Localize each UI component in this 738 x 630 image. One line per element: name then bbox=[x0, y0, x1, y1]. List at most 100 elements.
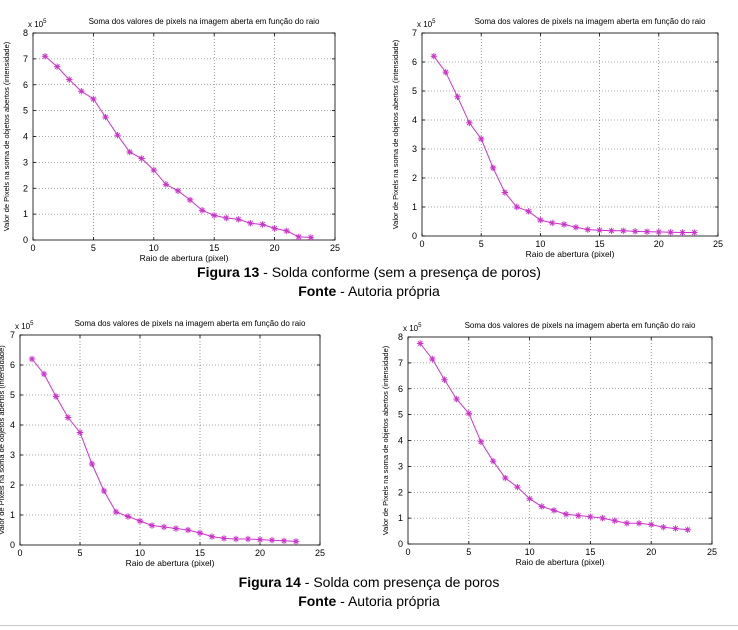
data-point-marker bbox=[611, 517, 618, 524]
data-point-marker bbox=[655, 228, 662, 236]
data-point-marker bbox=[136, 517, 144, 525]
y-tick-label: 4 bbox=[398, 436, 403, 446]
y-tick-label: 3 bbox=[412, 144, 417, 154]
x-tick-label: 10 bbox=[135, 548, 145, 558]
data-point-marker bbox=[550, 507, 558, 514]
y-multiplier-base: x 10 bbox=[417, 20, 433, 29]
y-tick-label: 7 bbox=[412, 28, 417, 38]
data-point-marker bbox=[466, 119, 473, 127]
data-point-marker bbox=[280, 537, 288, 544]
y-tick-label: 4 bbox=[10, 420, 15, 430]
figure-14-text: - Solda com presença de poros bbox=[300, 574, 500, 590]
y-tick-label: 4 bbox=[412, 115, 417, 125]
data-point-marker bbox=[478, 135, 485, 143]
data-point-marker bbox=[596, 227, 603, 234]
data-point-marker bbox=[247, 219, 254, 227]
y-multiplier-exponent: 5 bbox=[30, 321, 34, 327]
plot-frame bbox=[19, 334, 321, 546]
data-point-marker bbox=[186, 196, 194, 204]
chart-title: Soma dos valores de pixels na imagem abe… bbox=[465, 321, 696, 330]
data-point-marker bbox=[124, 513, 132, 520]
data-point-marker bbox=[430, 53, 438, 60]
plot-frame bbox=[421, 32, 719, 237]
y-multiplier-base: x 10 bbox=[28, 20, 44, 29]
data-point-marker bbox=[307, 234, 315, 241]
data-point-marker bbox=[174, 187, 182, 195]
chart-fig14-left: 0 5 10 15 20 25 0 1 2 3 4 5 6 7 x 105 Soma dos valores … bbox=[0, 318, 345, 573]
y-tick-label: 2 bbox=[398, 487, 403, 497]
y-multiplier-exponent: 5 bbox=[432, 19, 436, 25]
data-point-marker bbox=[584, 226, 591, 233]
data-point-marker bbox=[684, 526, 691, 533]
data-point-marker bbox=[679, 229, 686, 236]
y-tick-label: 3 bbox=[23, 157, 28, 167]
data-point-marker bbox=[88, 460, 96, 468]
data-point-marker bbox=[232, 535, 240, 543]
y-multiplier-base: x 10 bbox=[15, 322, 31, 331]
x-tick-label: 15 bbox=[195, 548, 205, 558]
x-tick-label: 0 bbox=[17, 548, 22, 558]
data-point-marker bbox=[259, 221, 266, 228]
y-tick-label: 6 bbox=[398, 384, 403, 394]
plot-frame bbox=[407, 336, 713, 545]
data-point-marker bbox=[667, 229, 674, 236]
y-tick-label: 7 bbox=[398, 358, 403, 368]
data-point-marker bbox=[643, 228, 651, 235]
data-point-marker bbox=[100, 487, 108, 495]
x-axis-label: Raio de abertura (pixel) bbox=[140, 253, 229, 263]
data-point-marker bbox=[635, 520, 643, 527]
data-point-marker bbox=[691, 229, 698, 236]
plot-area bbox=[20, 335, 320, 545]
data-point-marker bbox=[416, 340, 424, 347]
plot-frame bbox=[32, 32, 336, 241]
data-point-marker bbox=[112, 508, 120, 516]
x-tick-label: 20 bbox=[646, 547, 656, 557]
data-point-marker bbox=[198, 207, 206, 214]
data-point-marker bbox=[537, 216, 544, 224]
y-tick-label: 6 bbox=[23, 80, 28, 90]
x-tick-label: 25 bbox=[713, 239, 723, 249]
chart-title: Soma dos valores de pixels na imagem abe… bbox=[475, 17, 706, 26]
data-point-marker bbox=[40, 370, 48, 378]
data-point-marker bbox=[295, 233, 302, 241]
data-point-marker bbox=[489, 164, 497, 172]
y-tick-label: 0 bbox=[412, 231, 417, 241]
data-point-marker bbox=[620, 227, 627, 234]
chart-fig13-right: 0 5 10 15 20 25 0 1 2 3 4 5 6 7 x 105 Soma dos valores … bbox=[385, 8, 730, 260]
y-tick-label: 5 bbox=[23, 106, 28, 116]
y-multiplier-label: x 105 bbox=[417, 19, 436, 29]
x-tick-label: 25 bbox=[330, 243, 340, 253]
y-tick-label: 1 bbox=[23, 209, 28, 219]
data-point-marker bbox=[441, 376, 448, 383]
data-point-marker bbox=[292, 538, 300, 545]
x-tick-label: 5 bbox=[479, 239, 484, 249]
data-point-marker bbox=[78, 88, 85, 95]
plot-area bbox=[422, 33, 718, 236]
data-point-marker bbox=[562, 511, 570, 518]
figure-14-caption: Figura 14 - Solda com presença de poros bbox=[0, 574, 738, 591]
data-point-marker bbox=[66, 76, 73, 83]
x-tick-label: 20 bbox=[255, 548, 265, 558]
x-tick-label: 25 bbox=[707, 547, 717, 557]
data-point-marker bbox=[148, 522, 156, 529]
data-point-marker bbox=[648, 521, 655, 528]
y-multiplier-exponent: 5 bbox=[43, 19, 47, 25]
x-axis-label: Raio de abertura (pixel) bbox=[516, 557, 605, 567]
y-multiplier-label: x 105 bbox=[403, 323, 422, 333]
data-point-marker bbox=[41, 53, 49, 60]
data-point-marker bbox=[53, 63, 61, 70]
y-tick-label: 6 bbox=[412, 57, 417, 67]
data-point-marker bbox=[184, 526, 192, 534]
data-point-marker bbox=[283, 227, 290, 235]
y-tick-label: 7 bbox=[10, 330, 15, 340]
y-tick-label: 1 bbox=[10, 510, 15, 520]
figure-13-source-label: Fonte bbox=[298, 283, 337, 299]
chart-fig13-left: 0 5 10 15 20 25 0 1 2 3 4 5 6 7 8 x 105 Soma dos valores… bbox=[0, 8, 350, 263]
y-tick-label: 3 bbox=[10, 450, 15, 460]
y-tick-label: 2 bbox=[412, 173, 417, 183]
y-multiplier-label: x 105 bbox=[28, 19, 47, 29]
data-point-marker bbox=[514, 483, 521, 491]
